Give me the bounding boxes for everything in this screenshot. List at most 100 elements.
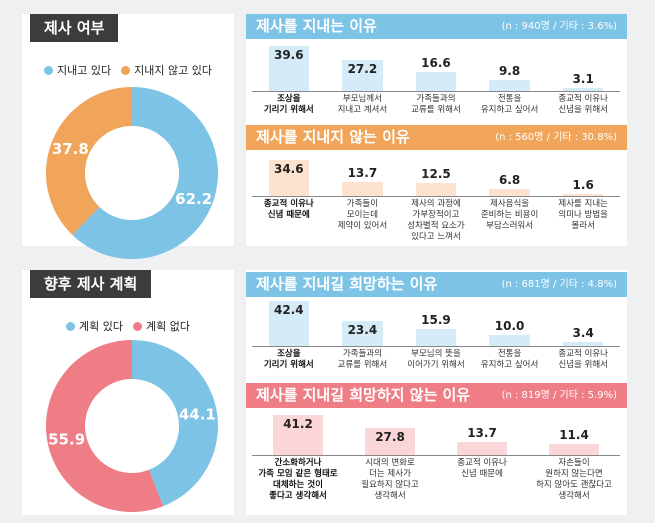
- section-tag-2: 향후 제사 계획: [30, 270, 152, 298]
- bars4-value-0: 41.2: [283, 416, 313, 431]
- pie-chart-2: 44.1 55.9: [45, 340, 218, 512]
- pie-slice-2-0: [132, 340, 218, 507]
- bars3-label-2: 부모님의 뜻을 이어가기 위해서: [407, 349, 465, 370]
- bars4-value-1: 27.8: [375, 429, 405, 444]
- bars1-bar-3: [489, 79, 530, 91]
- bars4-bar-3: [548, 443, 600, 455]
- pie-value-label-1-1: 37.8: [52, 140, 89, 158]
- bars1-label-2: 가족들과의 교류를 위해서: [411, 94, 461, 115]
- bars3-bar-4: [562, 342, 604, 346]
- bars3-value-0: 42.4: [273, 302, 304, 317]
- bars3-label-0: 조상을 기리기 위해서: [263, 349, 314, 370]
- bars4-label-0: 간소화하거나 가족 모임 같은 형태로 대체하는 것이 좋다고 생각해서: [258, 458, 338, 501]
- banner-reasons-not-hold: 제사를 지내지 않는 이유 (n : 560명 / 기타 : 30.8%): [246, 125, 627, 150]
- banner-note: (n : 560명 / 기타 : 30.8%): [495, 132, 617, 143]
- bars3-bar-3: [489, 335, 530, 346]
- bars4-label-3: 자손들이 원하지 않는다면 하지 않아도 괜찮다고 생각해서: [536, 458, 612, 501]
- bars2-label-3: 제사음식을 준비하는 비용이 부담스러워서: [480, 199, 539, 231]
- legend-label: 지내지 않고 있다: [134, 64, 212, 77]
- bars4-label-1: 시대의 변화로 더는 제사가 필요하지 않다고 생각해서: [361, 458, 419, 501]
- bars3-bar-0: [268, 300, 310, 346]
- legend-item-no: 지내지 않고 있다: [121, 62, 212, 78]
- banner-title: 제사를 지내길 희망하지 않는 이유: [256, 386, 471, 404]
- banner-title: 제사를 지내는 이유: [256, 17, 377, 35]
- banner-note: (n : 681명 / 기타 : 4.8%): [501, 279, 617, 290]
- bars3-value-2: 15.9: [421, 313, 451, 328]
- bars3-label-4: 종교적 이유나 신념을 위해서: [558, 349, 608, 370]
- bars3-baseline: [252, 346, 620, 347]
- bars1-bar-0: [268, 46, 310, 91]
- bars4-bar-2: [456, 441, 508, 455]
- legend-swatch-blue: [66, 322, 75, 331]
- bars2-label-1: 가족들이 모이는데 제약이 있어서: [337, 199, 388, 231]
- bars1-bar-1: [342, 60, 383, 91]
- bars1-label-3: 전통을 유지하고 싶어서: [480, 94, 539, 115]
- bars3-value-3: 10.0: [494, 319, 525, 334]
- pie-slice-1-0: [72, 87, 218, 259]
- legend-label: 계획 없다: [145, 320, 190, 333]
- bars2-bar-2: [415, 182, 457, 196]
- bars2-label-4: 제사를 지내는 의미나 방법을 몰라서: [558, 199, 608, 231]
- legend-label: 계획 있다: [79, 320, 123, 333]
- banner-reasons-wish: 제사를 지내길 희망하는 이유 (n : 681명 / 기타 : 4.8%): [246, 272, 627, 297]
- bars1-bar-4: [562, 87, 604, 91]
- pie-slice-1-1: [46, 87, 133, 235]
- bars3-value-4: 3.4: [572, 326, 594, 341]
- bars3-value-1: 23.4: [347, 323, 378, 338]
- pie-value-label-2-1: 55.9: [48, 430, 85, 448]
- bars2-value-2: 12.5: [421, 166, 451, 181]
- bars2-label-2: 제사의 과정에 가부장적이고 성차별적 요소가 있다고 느껴서: [407, 199, 465, 242]
- bars4-label-2: 종교적 이유나 신념 때문에: [457, 458, 507, 479]
- bars2-value-4: 1.6: [572, 178, 594, 193]
- banner-reasons-hold: 제사를 지내는 이유 (n : 940명 / 기타 : 3.6%): [246, 14, 627, 39]
- bars1-value-0: 39.6: [273, 48, 304, 63]
- bars2-value-1: 13.7: [347, 165, 378, 180]
- pie-chart-1: 62.2 37.8: [46, 87, 218, 259]
- legend-swatch-blue: [44, 66, 53, 75]
- pie-value-label-1-0: 62.2: [175, 190, 212, 208]
- section-tag-1: 제사 여부: [30, 14, 119, 42]
- bars4-value-3: 11.4: [559, 427, 589, 442]
- bars1-label-0: 조상을 기리기 위해서: [263, 94, 314, 115]
- legend-item-yes: 계획 있다: [66, 318, 123, 334]
- bars2-bar-1: [342, 181, 383, 196]
- legend-item-yes: 지내고 있다: [44, 62, 111, 78]
- legend-swatch-pink: [132, 322, 142, 331]
- bars2-label-0: 종교적 이유나 신념 때문에: [263, 199, 314, 220]
- legend-label: 지내고 있다: [57, 64, 112, 77]
- bars3-label-1: 가족들과의 교류를 위해서: [337, 349, 388, 370]
- bars1-value-1: 27.2: [347, 62, 378, 77]
- bars1-value-3: 9.8: [498, 63, 521, 78]
- bars2-value-0: 34.6: [273, 161, 304, 176]
- pie-legend-1: 지내고 있다 지내지 않고 있다: [44, 62, 212, 78]
- bars3-bar-2: [415, 329, 457, 346]
- bars1-label-1: 부모님께서 지내고 계셔서: [337, 94, 388, 115]
- pie-slice-2-1: [45, 340, 164, 512]
- bars4-bar-1: [364, 427, 416, 455]
- bars2-value-3: 6.8: [498, 172, 521, 187]
- bars1-baseline: [252, 91, 620, 92]
- bars2-bar-3: [489, 188, 530, 196]
- bars4-baseline: [252, 455, 620, 456]
- legend-swatch-orange: [121, 66, 131, 75]
- bars1-bar-2: [415, 72, 457, 91]
- banner-reasons-not-wish: 제사를 지내길 희망하지 않는 이유 (n : 819명 / 기타 : 5.9%…: [246, 383, 627, 408]
- banner-title: 제사를 지내길 희망하는 이유: [256, 275, 438, 293]
- bars2-bar-0: [268, 159, 310, 196]
- bars2-bar-4: [562, 194, 604, 196]
- bars1-label-4: 종교적 이유나 신념을 위해서: [558, 94, 608, 115]
- banner-title: 제사를 지내지 않는 이유: [256, 128, 410, 146]
- banner-note: (n : 940명 / 기타 : 3.6%): [501, 21, 617, 32]
- bars2-baseline: [252, 196, 620, 197]
- banner-note: (n : 819명 / 기타 : 5.9%): [501, 390, 617, 401]
- bars4-bar-0: [272, 414, 324, 455]
- bars1-value-2: 16.6: [421, 56, 451, 71]
- pie-value-label-2-0: 44.1: [179, 406, 216, 424]
- pie-legend-2: 계획 있다 계획 없다: [66, 318, 190, 334]
- bars3-bar-1: [342, 321, 383, 346]
- bars3-label-3: 전통을 유지하고 싶어서: [480, 349, 539, 370]
- legend-item-no: 계획 없다: [132, 318, 190, 334]
- bars1-value-4: 3.1: [572, 71, 594, 86]
- bars4-value-2: 13.7: [467, 425, 497, 440]
